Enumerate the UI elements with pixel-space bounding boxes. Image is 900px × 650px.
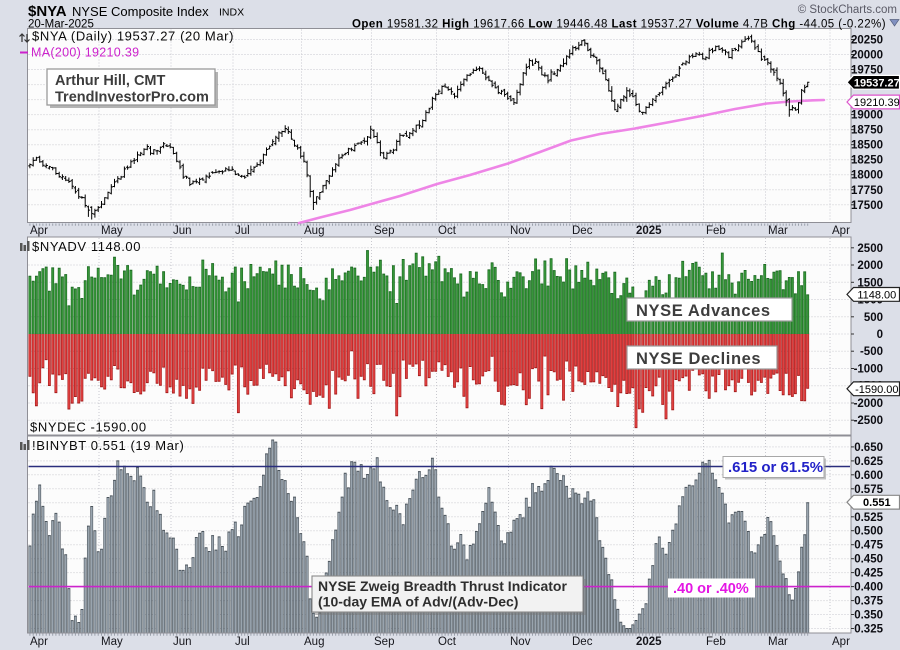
svg-text:$NYA: $NYA: [28, 3, 67, 20]
svg-text:2000: 2000: [857, 260, 883, 272]
svg-text:Oct: Oct: [438, 636, 457, 648]
svg-text:(10-day EMA of Adv/(Adv-Dec): (10-day EMA of Adv/(Adv-Dec): [318, 594, 518, 610]
svg-text:Aug: Aug: [304, 636, 324, 648]
svg-text:May: May: [101, 636, 123, 648]
svg-text:0.425: 0.425: [854, 568, 883, 580]
svg-text:Jul: Jul: [235, 225, 250, 237]
svg-text:$NYA (Daily) 19537.27 (20 Mar): $NYA (Daily) 19537.27 (20 Mar): [32, 29, 234, 44]
svg-text:1500: 1500: [857, 277, 883, 289]
svg-text:0.375: 0.375: [854, 596, 883, 608]
svg-text:0.525: 0.525: [854, 512, 883, 524]
svg-text:$NYADV 1148.00: $NYADV 1148.00: [32, 239, 141, 254]
svg-text:0.350: 0.350: [854, 610, 883, 622]
svg-text:Mar: Mar: [768, 225, 788, 237]
svg-text:Aug: Aug: [304, 225, 324, 237]
svg-text:19750: 19750: [851, 65, 883, 77]
svg-text:© StockCharts.com: © StockCharts.com: [798, 4, 897, 16]
svg-text:2025: 2025: [636, 225, 662, 237]
svg-text:18500: 18500: [851, 140, 883, 152]
svg-text:20000: 20000: [851, 50, 883, 62]
svg-text:Apr: Apr: [30, 225, 48, 237]
svg-text:0.400: 0.400: [854, 582, 883, 594]
svg-text:.40 or .40%: .40 or .40%: [673, 581, 749, 597]
svg-text:-2000: -2000: [854, 398, 883, 410]
svg-text:Open 19581.32 High 19617.66 Lo: Open 19581.32 High 19617.66 Low 19446.48…: [352, 19, 886, 31]
svg-text:NYSE Advances: NYSE Advances: [636, 302, 771, 320]
svg-text:TrendInvestorPro.com: TrendInvestorPro.com: [55, 90, 209, 106]
svg-text:20250: 20250: [851, 35, 883, 47]
svg-text:0.450: 0.450: [854, 554, 883, 566]
svg-text:0.500: 0.500: [854, 526, 883, 538]
svg-text:18250: 18250: [851, 155, 883, 167]
svg-text:-1590.00: -1590.00: [855, 384, 898, 396]
svg-text:-500: -500: [860, 346, 883, 358]
svg-text:Apr: Apr: [832, 225, 850, 237]
svg-text:0.325: 0.325: [854, 624, 883, 636]
svg-text:19537.27: 19537.27: [854, 77, 900, 89]
svg-text:Jul: Jul: [235, 636, 250, 648]
svg-text:500: 500: [864, 312, 883, 324]
svg-text:Apr: Apr: [832, 636, 850, 648]
svg-text:Dec: Dec: [572, 225, 593, 237]
svg-text:Feb: Feb: [706, 636, 726, 648]
svg-text:Feb: Feb: [706, 225, 726, 237]
svg-text:19210.39: 19210.39: [854, 97, 900, 109]
svg-text:INDX: INDX: [219, 7, 244, 19]
svg-text:0.600: 0.600: [854, 470, 883, 482]
svg-text:NYSE Composite Index: NYSE Composite Index: [72, 4, 209, 19]
svg-text:20-Mar-2025: 20-Mar-2025: [28, 19, 94, 31]
svg-text:Sep: Sep: [374, 225, 394, 237]
svg-text:-1000: -1000: [854, 364, 883, 376]
svg-text:Jun: Jun: [173, 225, 192, 237]
svg-text:18750: 18750: [851, 125, 883, 137]
svg-text:May: May: [101, 225, 123, 237]
svg-text:0.475: 0.475: [854, 540, 883, 552]
svg-text:1148.00: 1148.00: [857, 289, 896, 301]
svg-text:18000: 18000: [851, 170, 883, 182]
svg-text:.615 or 61.5%: .615 or 61.5%: [728, 459, 823, 476]
svg-text:0.551: 0.551: [863, 497, 891, 509]
svg-text:MA(200) 19210.39: MA(200) 19210.39: [31, 46, 139, 60]
svg-text:NYSE Zweig Breadth Thrust Indi: NYSE Zweig Breadth Thrust Indicator: [318, 578, 567, 594]
svg-text:0.650: 0.650: [854, 442, 883, 454]
svg-text:0.575: 0.575: [854, 484, 883, 496]
svg-text:Oct: Oct: [438, 225, 457, 237]
svg-text:0.625: 0.625: [854, 456, 883, 468]
svg-text:-2500: -2500: [854, 415, 883, 427]
svg-text:17500: 17500: [851, 200, 883, 212]
svg-text:Sep: Sep: [374, 636, 394, 648]
svg-text:Nov: Nov: [510, 225, 531, 237]
svg-text:2500: 2500: [857, 243, 883, 255]
svg-text:Jun: Jun: [173, 636, 192, 648]
svg-text:$NYDEC -1590.00: $NYDEC -1590.00: [30, 420, 147, 435]
svg-text:Apr: Apr: [30, 636, 48, 648]
svg-text:Mar: Mar: [768, 636, 788, 648]
svg-text:!BINYBT 0.551 (19 Mar): !BINYBT 0.551 (19 Mar): [32, 438, 184, 453]
svg-text:NYSE Declines: NYSE Declines: [636, 350, 761, 368]
svg-text:Arthur Hill, CMT: Arthur Hill, CMT: [55, 73, 165, 89]
svg-text:19000: 19000: [851, 110, 883, 122]
svg-text:2025: 2025: [636, 636, 662, 648]
svg-text:17750: 17750: [851, 185, 883, 197]
svg-text:Nov: Nov: [510, 636, 531, 648]
svg-text:Dec: Dec: [572, 636, 593, 648]
svg-text:0: 0: [877, 329, 883, 341]
